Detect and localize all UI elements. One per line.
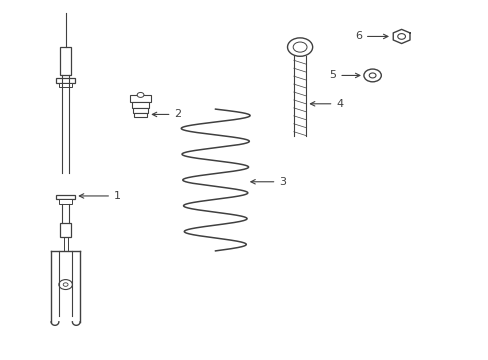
Circle shape xyxy=(368,73,375,78)
FancyBboxPatch shape xyxy=(130,95,151,102)
Circle shape xyxy=(293,42,306,52)
FancyBboxPatch shape xyxy=(56,194,75,199)
Circle shape xyxy=(63,283,68,286)
Circle shape xyxy=(287,38,312,56)
FancyBboxPatch shape xyxy=(60,47,71,76)
Circle shape xyxy=(59,280,72,289)
FancyBboxPatch shape xyxy=(56,78,75,82)
FancyBboxPatch shape xyxy=(134,113,146,117)
FancyBboxPatch shape xyxy=(59,82,72,87)
Circle shape xyxy=(397,33,405,39)
FancyBboxPatch shape xyxy=(133,108,147,113)
Text: 1: 1 xyxy=(79,191,121,201)
Circle shape xyxy=(137,93,143,98)
Circle shape xyxy=(363,69,381,82)
Text: 6: 6 xyxy=(354,31,387,41)
FancyBboxPatch shape xyxy=(59,199,72,204)
FancyBboxPatch shape xyxy=(132,102,149,108)
Text: 3: 3 xyxy=(250,177,285,187)
FancyBboxPatch shape xyxy=(60,222,71,237)
Text: 4: 4 xyxy=(310,99,343,109)
Text: 5: 5 xyxy=(329,71,359,80)
Text: 2: 2 xyxy=(152,109,181,120)
